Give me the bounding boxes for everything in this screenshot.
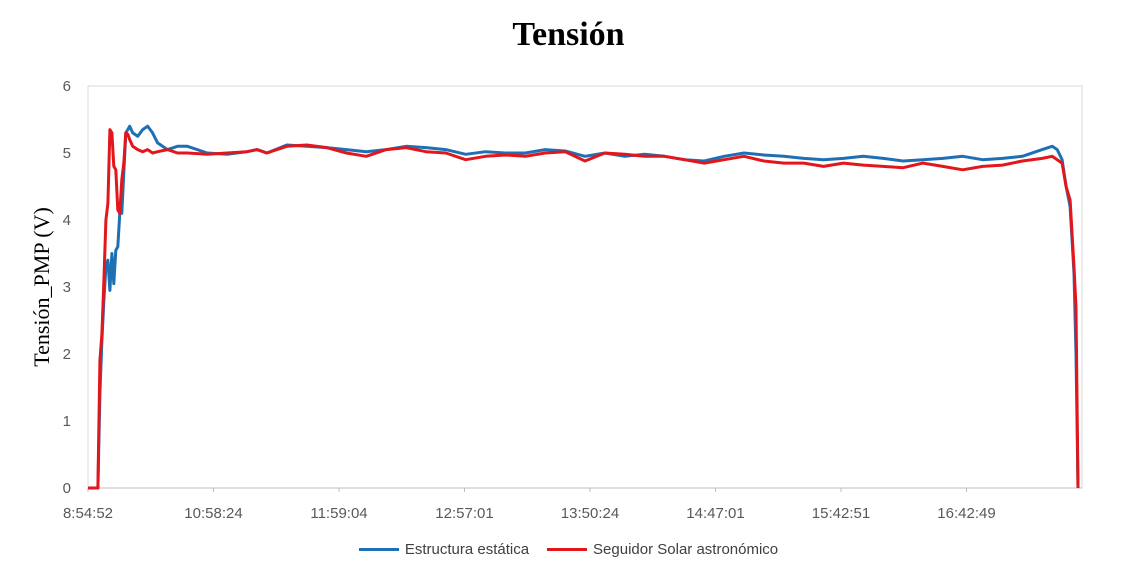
y-tick-label: 2: [63, 346, 71, 363]
y-axis-label: Tensión_PMP (V): [29, 207, 54, 367]
legend-swatch-blue: [358, 548, 399, 551]
plot-area-border: [87, 85, 1083, 489]
legend-item-estructura: Estructura estática: [358, 541, 530, 558]
series-line-estructura: [88, 124, 1080, 490]
legend-label: Seguidor Solar astronómico: [593, 541, 779, 558]
y-tick-label: 0: [63, 480, 71, 497]
x-tick-label: 8:54:52: [63, 505, 113, 522]
legend-label: Estructura estática: [404, 541, 530, 558]
series-lines: [88, 124, 1080, 490]
legend-item-seguidor: Seguidor Solar astronómico: [547, 541, 778, 558]
y-axis-ticks: 0 1 2 3 4 5 6: [63, 78, 71, 497]
x-tick-label: 10:58:24: [184, 505, 242, 522]
x-tick-label: 14:47:01: [686, 505, 744, 522]
x-tick-label: 16:42:49: [937, 505, 995, 522]
x-tick-label: 11:59:04: [310, 505, 367, 522]
x-tick-label: 15:42:51: [812, 505, 870, 522]
legend: Estructura estática Seguidor Solar astro…: [0, 541, 1137, 558]
y-tick-label: 6: [63, 78, 71, 95]
x-axis-ticks: 8:54:52 10:58:24 11:59:04 12:57:01 13:50:24 1…: [63, 488, 996, 522]
y-tick-label: 4: [63, 212, 71, 229]
y-tick-label: 1: [63, 413, 71, 430]
chart-title: Tensión: [512, 16, 625, 53]
x-tick-label: 12:57:01: [435, 505, 493, 522]
x-tick-label: 13:50:24: [561, 505, 619, 522]
series-line-seguidor: [88, 128, 1080, 490]
y-tick-label: 3: [63, 279, 71, 296]
legend-swatch-red: [547, 548, 588, 551]
y-tick-label: 5: [63, 145, 71, 162]
